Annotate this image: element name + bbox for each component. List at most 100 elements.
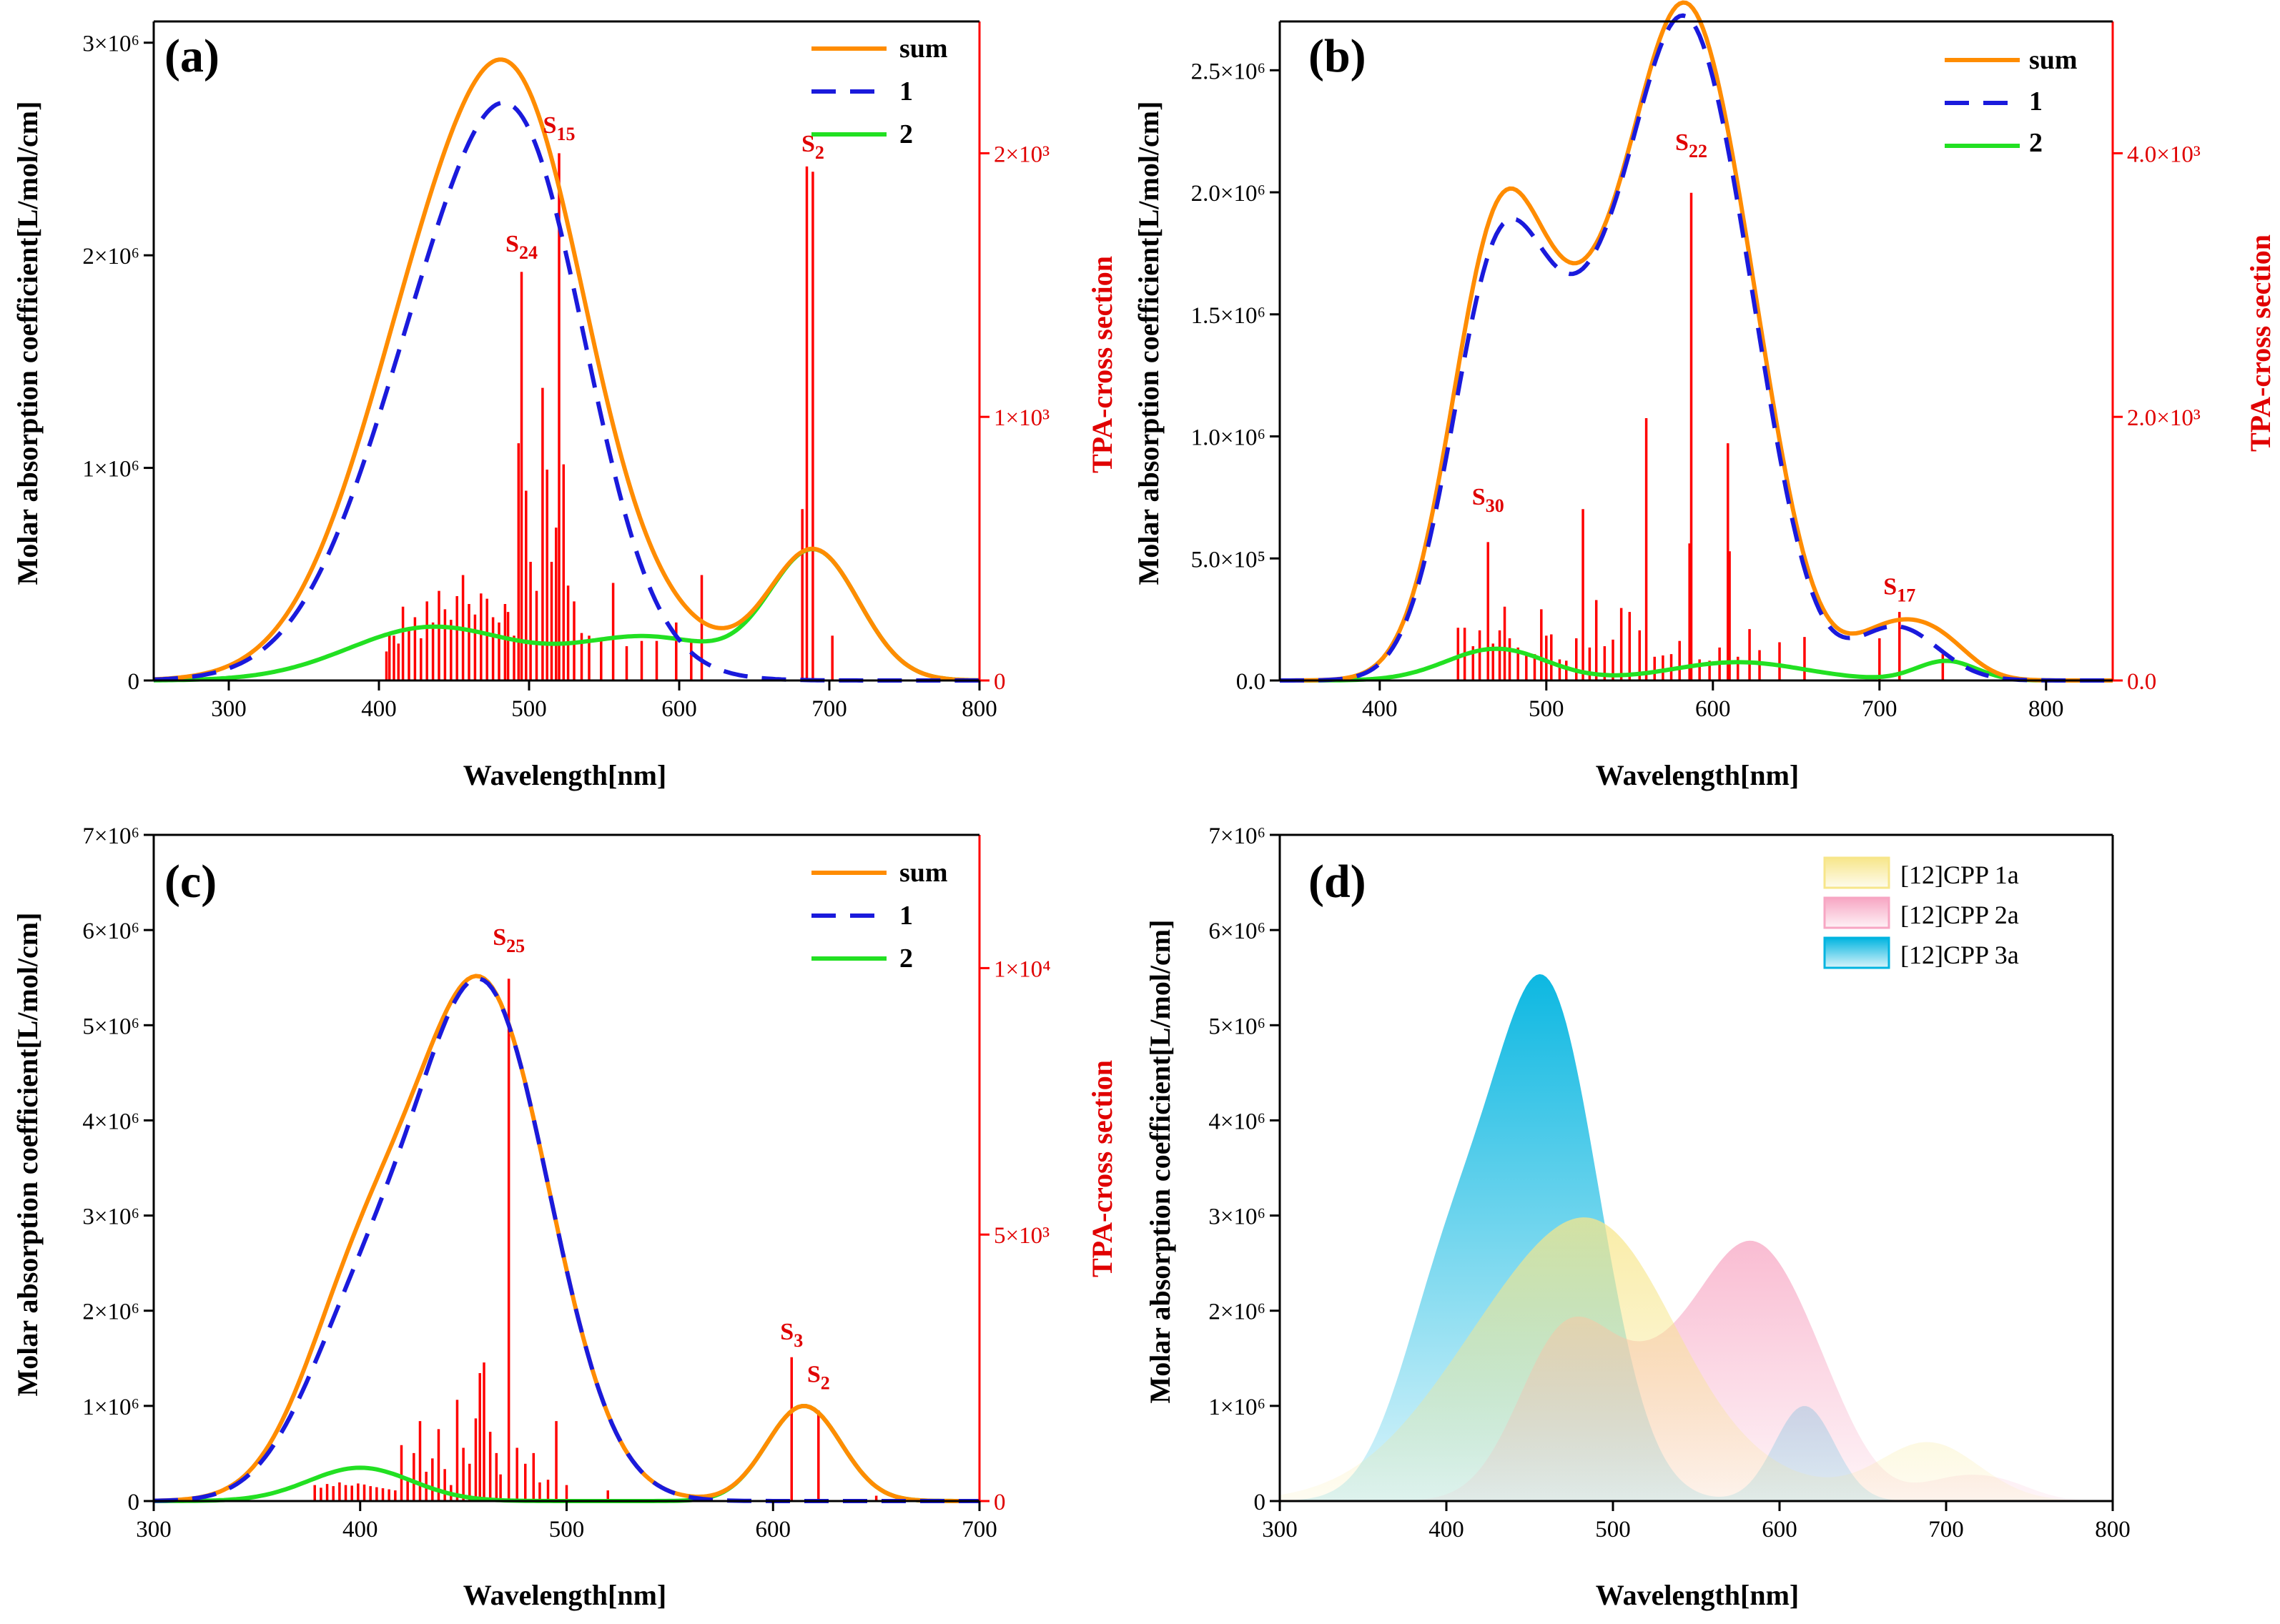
panel-b-legend-1: 1 [2029, 86, 2043, 117]
right-tick-label: 2×10³ [994, 142, 1050, 167]
y-tick-label: 3×10⁶ [82, 31, 139, 57]
panel-a-xlabel: Wavelength[nm] [463, 759, 666, 791]
y-tick-label: 6×10⁶ [82, 919, 139, 944]
panel-a-legend-1: 1 [899, 76, 913, 107]
right-tick-label: 5×10³ [994, 1223, 1050, 1249]
x-tick-label: 500 [1529, 696, 1564, 722]
y-tick-label: 7×10⁶ [1208, 823, 1265, 849]
y-tick-label: 1×10⁶ [82, 457, 139, 482]
y-tick-label: 3×10⁶ [1208, 1204, 1265, 1230]
panel-a-legend-2: 2 [899, 119, 913, 149]
y-tick-label: 0 [1254, 1490, 1266, 1515]
y-tick-label: 0 [128, 1490, 140, 1515]
panel-d-legend-1a: [12]CPP 1a [1900, 861, 2019, 889]
state-label: S2 [807, 1361, 830, 1393]
panel-a-label: (a) [164, 30, 219, 82]
panel-d: Molar absorption coefficient[L/mol/cm] W… [1144, 823, 2131, 1611]
state-label-base: S [1883, 573, 1897, 600]
y-tick-label: 1×10⁶ [1208, 1395, 1265, 1420]
y-tick-label: 5.0×10⁵ [1191, 547, 1265, 573]
panel-b-label: (b) [1308, 30, 1366, 82]
x-tick-label: 500 [511, 696, 547, 722]
right-tick-label: 2.0×10³ [2127, 405, 2201, 431]
series-1-line [1280, 13, 2113, 683]
x-tick-label: 800 [962, 696, 997, 722]
x-tick-label: 800 [2028, 696, 2064, 722]
state-label-base: S [801, 131, 815, 157]
y-tick-label: 1.5×10⁶ [1191, 303, 1265, 329]
panel-b: Molar absorption coefficient[L/mol/cm] T… [1132, 0, 2276, 791]
state-label: S15 [543, 112, 576, 144]
y-tick-label: 2×10⁶ [1208, 1299, 1265, 1325]
y-tick-label: 1×10⁶ [82, 1395, 139, 1420]
sum-line [153, 974, 979, 1503]
state-label: S24 [505, 231, 538, 263]
panel-c: Molar absorption coefficient[L/mol/cm] T… [11, 823, 1118, 1611]
panel-d-label: (d) [1308, 856, 1366, 908]
x-tick-label: 600 [756, 1517, 791, 1543]
x-tick-label: 400 [1362, 696, 1398, 722]
panel-d-xlabel: Wavelength[nm] [1596, 1579, 1799, 1611]
y-tick-label: 2×10⁶ [82, 244, 139, 269]
state-label: S2 [801, 131, 824, 163]
y-tick-label: 1.0×10⁶ [1191, 425, 1265, 451]
panel-c-legend-1: 1 [899, 901, 913, 931]
series-2-line [1280, 646, 2113, 683]
x-tick-label: 800 [2095, 1517, 2131, 1543]
x-tick-label: 400 [361, 696, 397, 722]
y-tick-label: 5×10⁶ [82, 1014, 139, 1039]
series-1-line [153, 976, 979, 1503]
state-label-sub: 2 [821, 1372, 830, 1393]
state-label-sub: 2 [815, 142, 824, 163]
panel-a-legend-sum: sum [899, 34, 948, 64]
y-tick-label: 2.5×10⁶ [1191, 59, 1265, 84]
x-tick-label: 500 [1595, 1517, 1631, 1543]
x-tick-label: 700 [811, 696, 847, 722]
state-label: S22 [1675, 129, 1707, 162]
state-label-sub: 3 [794, 1330, 803, 1351]
y-tick-label: 2×10⁶ [82, 1299, 139, 1325]
panel-b-legend-sum: sum [2029, 45, 2078, 75]
x-tick-label: 500 [549, 1517, 585, 1543]
y-tick-label: 0.0 [1236, 669, 1265, 695]
panel-d-plot [1280, 974, 2113, 1501]
state-label-sub: 17 [1897, 585, 1915, 605]
state-label-sub: 22 [1689, 141, 1707, 162]
panel-c-ylabel: Molar absorption coefficient[L/mol/cm] [11, 913, 44, 1397]
state-label: S3 [780, 1319, 803, 1351]
state-label-base: S [1675, 129, 1689, 156]
legend-swatch-3 [1823, 936, 1890, 969]
state-label-base: S [1472, 484, 1486, 510]
panel-d-legend-3a: [12]CPP 3a [1900, 941, 2019, 969]
panel-b-legend-2: 2 [2029, 128, 2043, 158]
legend-swatch-1 [1823, 856, 1890, 889]
x-tick-label: 600 [1695, 696, 1731, 722]
panel-b-xlabel: Wavelength[nm] [1596, 759, 1799, 791]
panel-b-ylabel: Molar absorption coefficient[L/mol/cm] [1132, 102, 1165, 585]
panel-c-xlabel: Wavelength[nm] [463, 1579, 666, 1611]
state-label-base: S [493, 924, 506, 951]
panel-b-y2label: TPA-cross section [2244, 234, 2276, 452]
panel-c-y2label: TPA-cross section [1086, 1060, 1118, 1277]
sum-line [1280, 0, 2113, 683]
y-tick-label: 0 [128, 669, 140, 695]
series-2-line [154, 547, 980, 683]
y-tick-label: 6×10⁶ [1208, 919, 1265, 944]
state-label-sub: 24 [519, 242, 538, 263]
x-tick-label: 300 [211, 696, 247, 722]
right-tick-label: 0 [994, 669, 1006, 695]
state-label-base: S [780, 1319, 794, 1345]
state-label: S30 [1472, 484, 1504, 516]
panel-d-legend-2a: [12]CPP 2a [1900, 901, 2019, 929]
panel-c-legend-2: 2 [899, 944, 913, 974]
right-tick-label: 1×10⁴ [994, 956, 1051, 982]
x-tick-label: 400 [342, 1517, 378, 1543]
panel-a: Molar absorption coefficient[L/mol/cm] T… [11, 20, 1118, 791]
right-tick-label: 1×10³ [994, 405, 1050, 431]
right-tick-label: 0.0 [2127, 669, 2156, 695]
x-tick-label: 700 [962, 1517, 997, 1543]
panel-c-label: (c) [164, 856, 217, 908]
state-label-sub: 30 [1486, 495, 1504, 516]
